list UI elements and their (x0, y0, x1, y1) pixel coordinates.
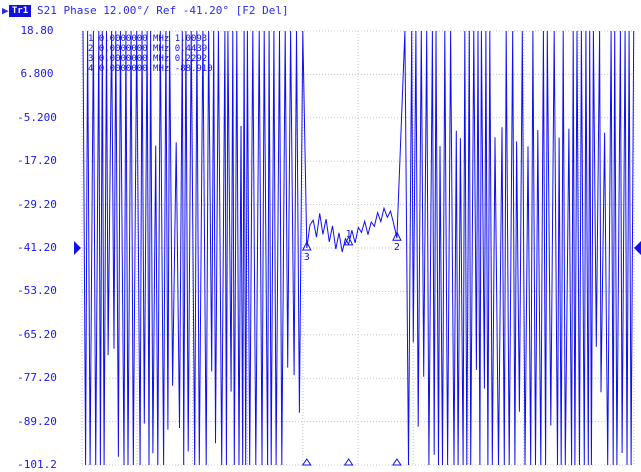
marker-table-row: 4 0.0000000 MHz -88.910 (88, 64, 213, 74)
marker-label: 3 (304, 252, 310, 263)
y-tick-label: -5.200 (17, 110, 57, 124)
marker-table-row: 1 0.0000000 MHz 1.0093 (88, 34, 207, 44)
marker-bottom-icon (391, 458, 402, 466)
trace-header: ▶ Tr1 S21 Phase 12.00°/ Ref -41.20° [F2 … (0, 0, 641, 22)
marker-triangle (343, 235, 354, 246)
marker-bottom-icon (343, 458, 354, 466)
marker-label: 2 (394, 242, 400, 253)
y-tick-label: -65.20 (17, 327, 57, 341)
y-tick-label: -77.20 (17, 371, 57, 385)
y-tick-label: 18.80 (20, 24, 54, 37)
reference-level-right-icon (634, 241, 641, 255)
active-trace-icon: ▶ (2, 4, 9, 17)
marker-table-row: 3 0.0000000 MHz 0.2292 (88, 54, 207, 64)
trace-badge[interactable]: Tr1 (9, 5, 31, 17)
y-tick-label: -29.20 (17, 197, 57, 211)
marker-triangle (392, 231, 402, 241)
y-tick-label: -17.20 (17, 154, 57, 168)
y-tick-label: 6.800 (20, 67, 54, 81)
marker-bottom-icon (301, 458, 312, 466)
y-tick-label: -53.20 (17, 284, 57, 298)
trace-line (82, 30, 635, 466)
marker-label: 1 (346, 229, 352, 240)
y-tick-label: -41.20 (17, 241, 57, 254)
y-tick-label: -89.20 (17, 414, 57, 428)
marker-table-row: 2 0.0000000 MHz 0.4439 (88, 44, 207, 54)
trace-title: S21 Phase 12.00°/ Ref -41.20° [F2 Del] (37, 4, 289, 17)
y-tick-label: -101.2 (17, 458, 57, 471)
reference-level-left-icon (74, 241, 81, 255)
marker-triangle (301, 240, 312, 251)
